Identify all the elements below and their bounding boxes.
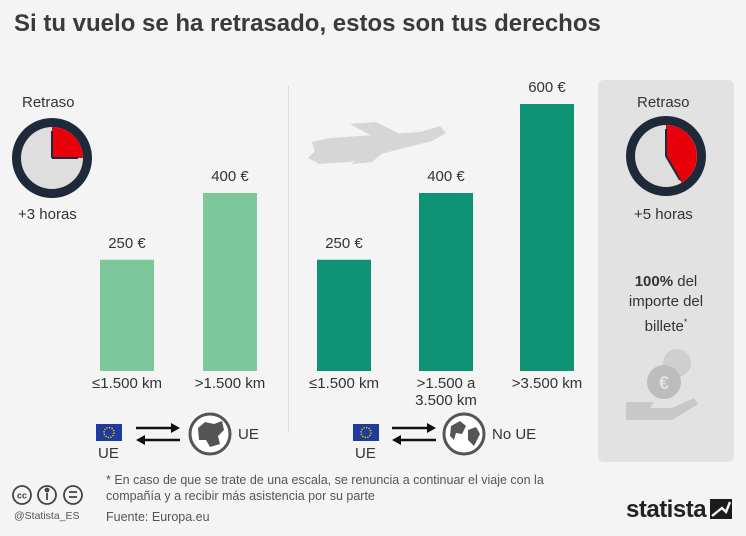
exchange-arrows-icon	[136, 423, 180, 445]
region-to-label: UE	[238, 426, 259, 443]
statista-handle: @Statista_ES	[14, 510, 80, 522]
bar	[317, 259, 371, 371]
refund-percent: 100%	[634, 273, 674, 290]
eu-flag-icon	[353, 424, 379, 441]
delay-value: +3 horas	[18, 206, 77, 223]
exchange-arrows-icon	[392, 423, 436, 445]
category-label: 3.500 km	[415, 392, 477, 409]
bar	[203, 193, 257, 371]
airplane-icon	[308, 122, 446, 164]
bar-value-label: 600 €	[528, 79, 566, 96]
cc-icon: cc	[17, 491, 27, 501]
statista-brand: statista	[626, 496, 707, 523]
footnote: * En caso de que se trate de una escala,…	[106, 473, 544, 503]
bar-value-label: 400 €	[211, 168, 249, 185]
source-text: Fuente: Europa.eu	[106, 510, 210, 524]
category-label: ≤1.500 km	[309, 375, 379, 392]
license-icons	[12, 485, 83, 505]
delay-label: Retraso	[637, 94, 690, 111]
page-title: Si tu vuelo se ha retrasado, estos son t…	[14, 10, 601, 37]
bar	[419, 193, 473, 371]
clock-icon-3h	[12, 118, 92, 198]
bar-value-label: 400 €	[427, 168, 465, 185]
refund-text: 100% del importe del billete*	[604, 272, 728, 337]
refund-text-2: importe del	[628, 293, 704, 310]
delay-value: +5 horas	[634, 206, 693, 223]
world-globe-icon	[442, 412, 486, 456]
bar	[100, 259, 154, 371]
clock-icon-5h	[626, 116, 706, 196]
refund-mark: *	[683, 317, 688, 327]
bar-value-label: 250 €	[325, 234, 363, 252]
bar	[520, 104, 574, 371]
refund-text-1: del	[677, 273, 698, 290]
europe-globe-icon	[188, 412, 232, 456]
section-divider	[288, 86, 289, 432]
refund-text-3: billete	[644, 318, 684, 335]
category-label: ≤1.500 km	[92, 375, 162, 392]
region-from-label: UE	[355, 445, 376, 462]
region-from-label: UE	[98, 445, 119, 462]
statista-logo-icon	[710, 499, 732, 519]
category-label: >1.500 a	[416, 375, 476, 392]
svg-text:€: €	[659, 373, 669, 393]
region-to-label: No UE	[492, 426, 537, 443]
bar-value-label: 250 €	[108, 234, 146, 252]
category-label: >1.500 km	[194, 375, 266, 392]
eu-flag-icon	[96, 424, 122, 441]
category-label: >3.500 km	[511, 375, 583, 392]
money-hand-icon: €	[626, 349, 698, 420]
delay-label: Retraso	[22, 94, 75, 111]
